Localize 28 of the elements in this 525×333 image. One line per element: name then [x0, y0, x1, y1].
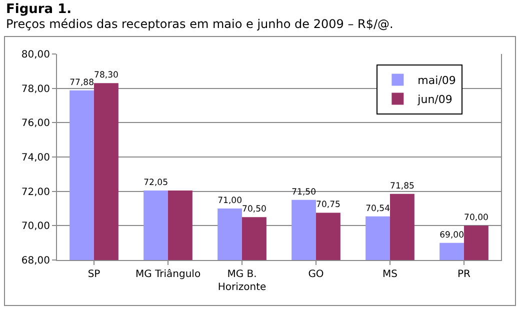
y-tick-label: 74,00: [21, 152, 50, 164]
data-label: 78,30: [94, 70, 118, 81]
data-label: 71,50: [292, 187, 316, 198]
y-tick-label: 70,00: [21, 221, 50, 232]
data-label: 71,00: [218, 196, 242, 206]
data-label: 70,75: [316, 200, 340, 210]
y-tick-label: 80,00: [21, 50, 50, 60]
chart-subtitle: Preços médios das receptoras em maio e junho de 2009 – R$/@.: [6, 17, 394, 31]
y-tick-label: 72,00: [21, 186, 50, 198]
data-label: 71,85: [390, 181, 414, 192]
data-label: 69,00: [440, 230, 464, 240]
y-tick-label: 76,00: [21, 118, 50, 130]
x-tick-label: GO: [308, 269, 324, 280]
data-label: 70,00: [464, 213, 488, 224]
y-tick-label: 68,00: [21, 256, 50, 266]
x-tick-label: MG B. Horizonte: [218, 269, 266, 293]
x-tick-label: PR: [458, 269, 471, 280]
data-label: 72,05: [144, 178, 168, 188]
data-label: 70,50: [242, 204, 266, 215]
x-tick-label: MS: [382, 269, 398, 280]
data-label: 70,54: [366, 204, 390, 214]
chart-title: Figura 1.: [6, 2, 72, 17]
data-label: 77,88: [70, 78, 94, 88]
legend-label: mai/09: [418, 74, 456, 88]
legend-label: jun/09: [416, 93, 452, 106]
y-tick-label: 78,00: [21, 84, 50, 95]
x-tick-label: MG Triângulo: [135, 269, 201, 280]
x-tick-label: SP: [88, 269, 100, 280]
